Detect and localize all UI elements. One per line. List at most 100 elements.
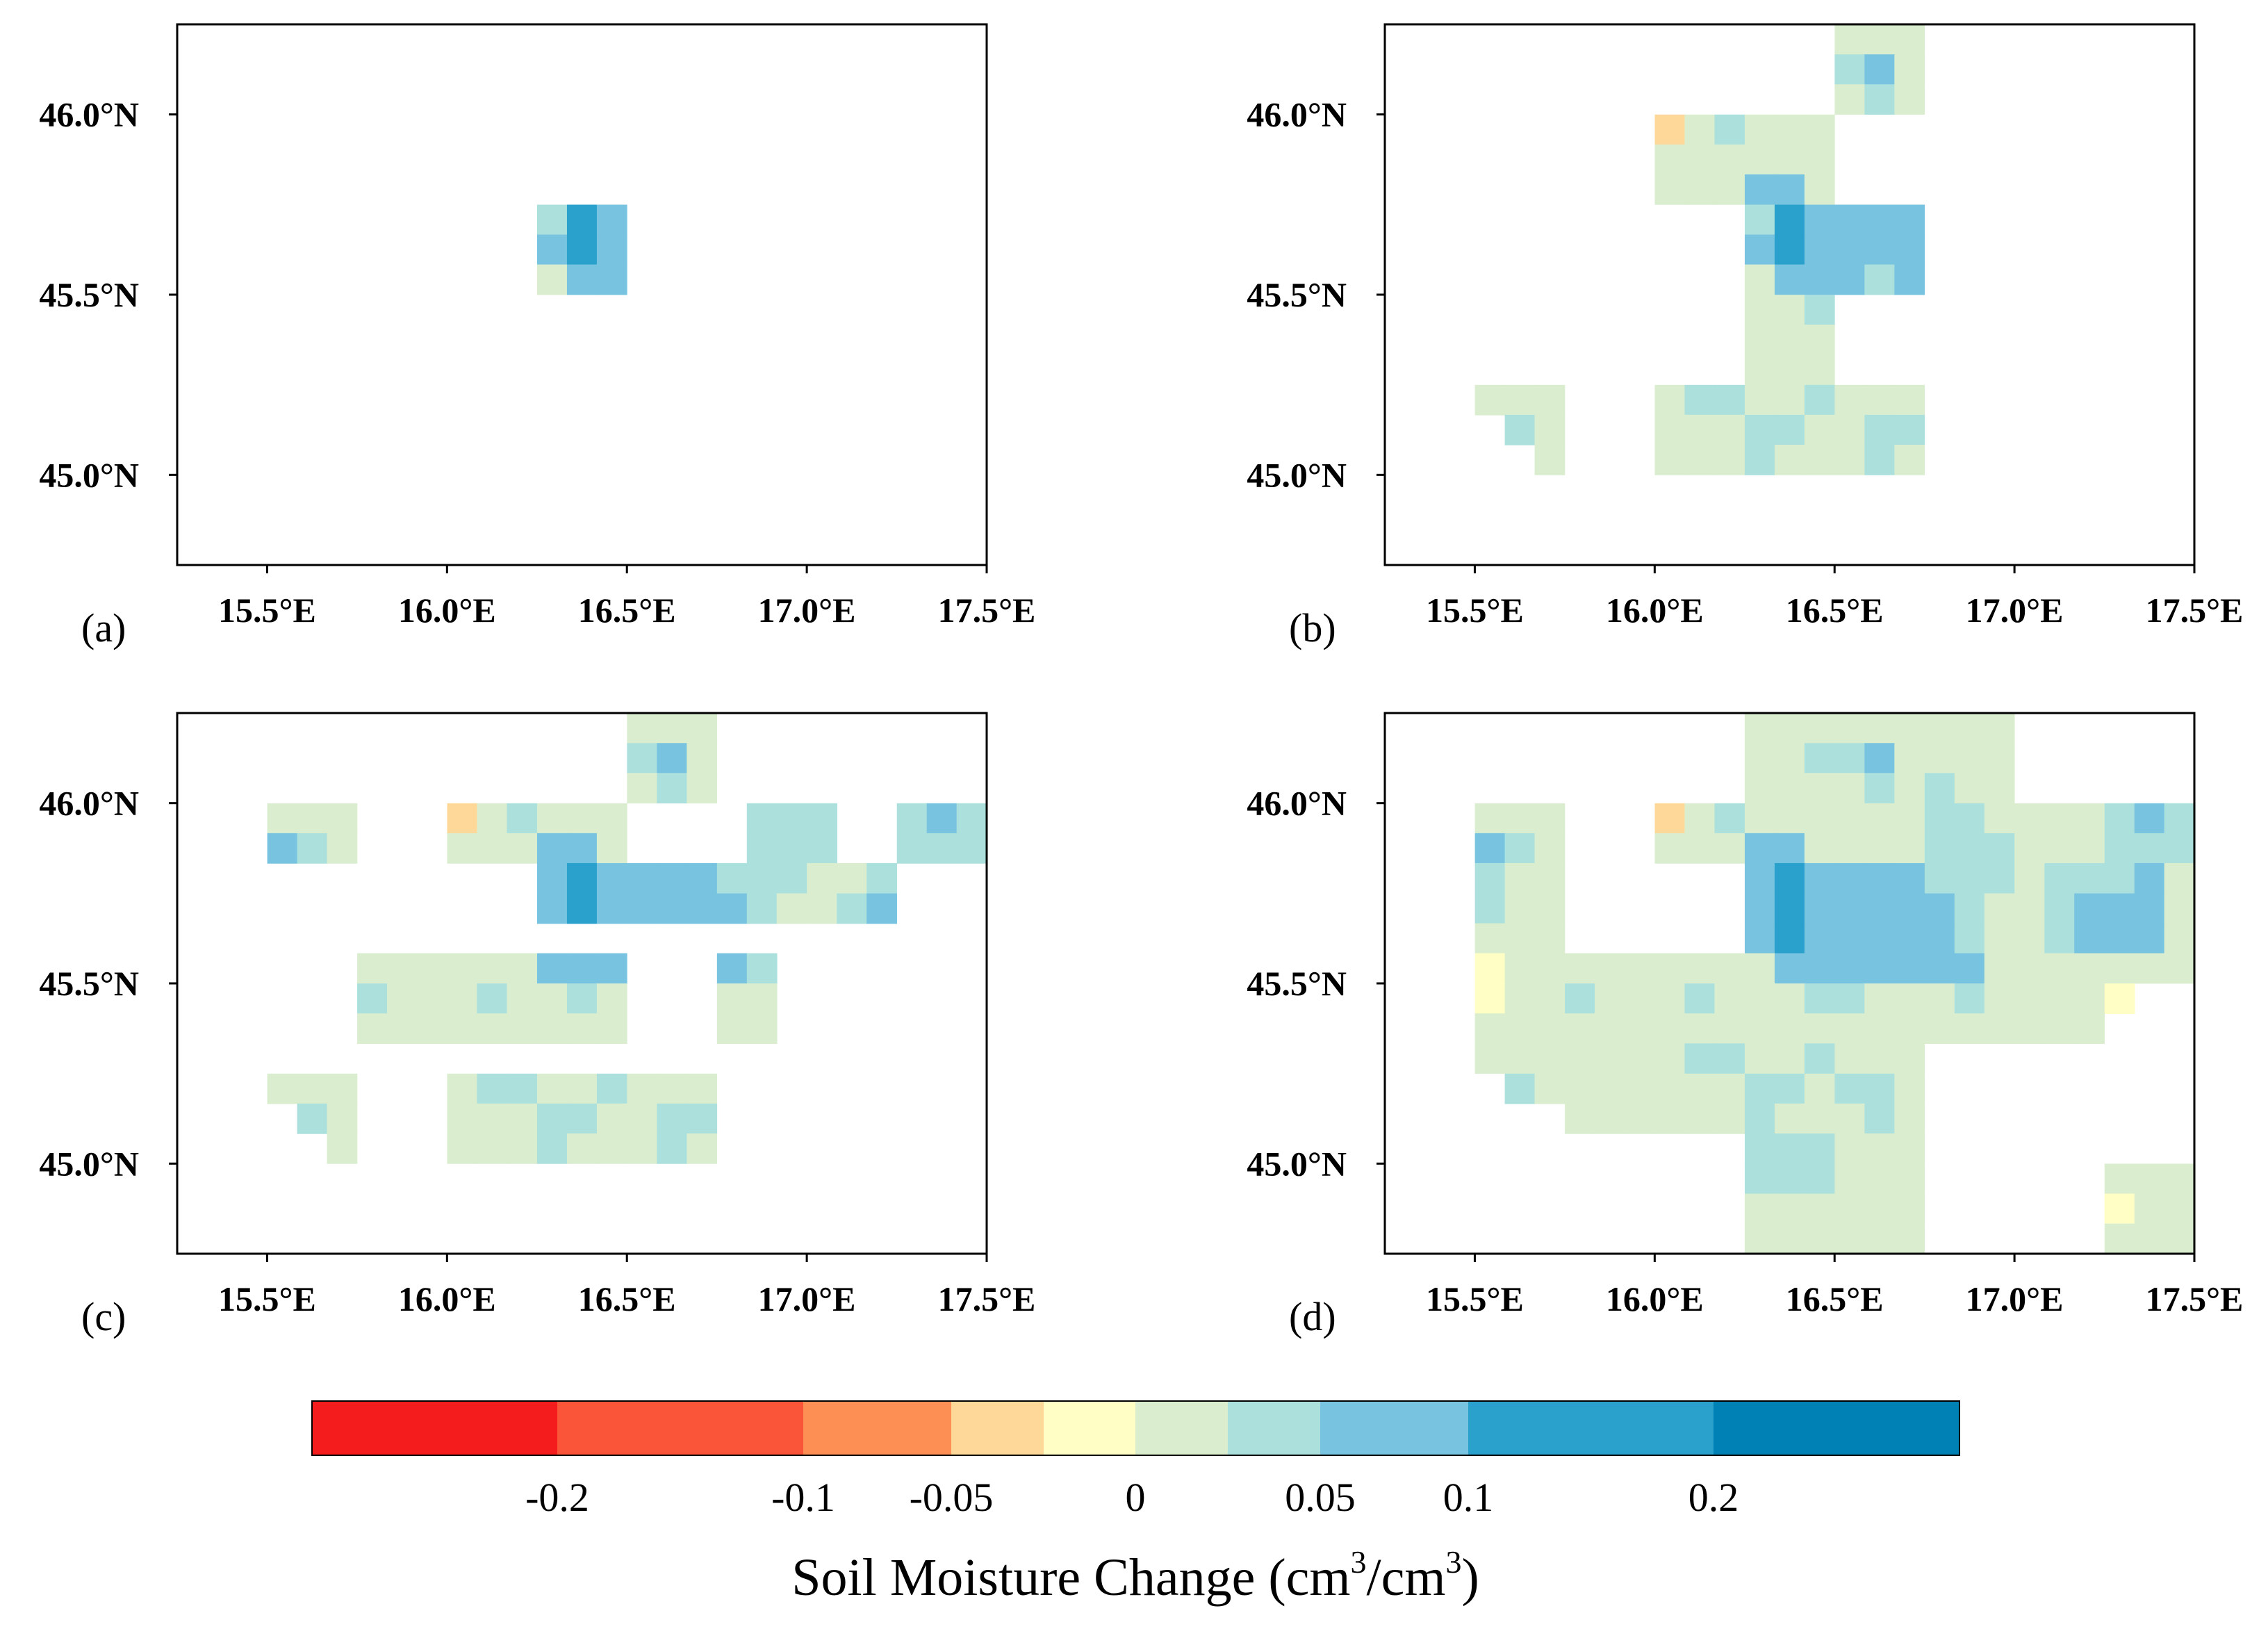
grid-cell	[1474, 1013, 1506, 1045]
grid-cell	[1744, 384, 1775, 416]
grid-cell	[1474, 983, 1506, 1014]
grid-cell	[627, 773, 658, 804]
grid-cell	[1684, 144, 1716, 175]
grid-cell	[447, 1133, 478, 1164]
grid-cell	[1804, 1013, 1835, 1045]
grid-cell	[1924, 953, 1955, 984]
grid-cell	[1804, 1223, 1835, 1254]
grid-cell	[1894, 1103, 1925, 1134]
grid-cell	[1924, 983, 1955, 1014]
grid-cell	[1804, 1043, 1835, 1074]
colorbar-bin	[312, 1401, 558, 1455]
grid-cell	[627, 1103, 658, 1134]
grid-cell	[596, 983, 627, 1014]
grid-cell	[1714, 114, 1745, 145]
grid-cell	[776, 893, 807, 924]
grid-cell	[687, 862, 718, 894]
grid-cell	[1504, 893, 1536, 924]
grid-cell	[1894, 1133, 1925, 1164]
grid-cell	[687, 1073, 718, 1104]
grid-cell	[1474, 893, 1506, 924]
grid-cell	[1954, 923, 1985, 954]
grid-cell	[1534, 1073, 1566, 1104]
grid-cell	[1744, 114, 1775, 145]
grid-cell	[596, 1103, 627, 1134]
grid-cell	[1534, 1043, 1566, 1074]
grid-cell	[447, 803, 478, 834]
grid-cell	[1924, 713, 1955, 744]
colorbar-frame	[311, 1400, 1960, 1456]
grid-cell	[1595, 1073, 1625, 1104]
grid-cell	[1744, 713, 1775, 744]
grid-cell	[1744, 1013, 1775, 1045]
colorbar-bin	[803, 1401, 952, 1455]
grid-cell	[2074, 983, 2105, 1014]
grid-cell	[1744, 983, 1775, 1014]
grid-cell	[1684, 384, 1716, 416]
grid-cell	[1654, 144, 1686, 175]
grid-cell	[566, 833, 598, 864]
grid-cell	[1654, 803, 1686, 834]
grid-cell	[1504, 1073, 1536, 1104]
x-tick-label: 17.0°E	[758, 1279, 856, 1318]
grid-cell	[1834, 773, 1866, 804]
grid-cell	[1804, 204, 1835, 236]
grid-cell	[327, 1103, 358, 1134]
grid-cell	[1474, 384, 1506, 416]
grid-cell	[1565, 1043, 1595, 1074]
x-tick-label: 17.5°E	[938, 591, 1036, 630]
grid-cell	[477, 833, 508, 864]
x-tick-label: 16.5°E	[578, 591, 676, 630]
grid-cell	[2104, 983, 2135, 1014]
grid-cell	[1774, 295, 1805, 325]
grid-cell	[1714, 1103, 1745, 1134]
grid-cell	[1984, 953, 2015, 984]
grid-cell	[1834, 862, 1866, 894]
grid-cell	[566, 983, 598, 1014]
grid-cell	[1894, 84, 1925, 115]
grid-cell	[1504, 862, 1536, 894]
grid-cell	[1864, 84, 1896, 115]
grid-cell	[1714, 144, 1745, 175]
grid-cell	[1774, 384, 1805, 416]
grid-cell	[1894, 923, 1925, 954]
colorbar-tick-label: -0.05	[910, 1475, 994, 1520]
x-tick-label: 15.5°E	[1426, 1279, 1524, 1318]
grid-cell	[357, 1013, 388, 1045]
grid-cell	[1954, 893, 1985, 924]
grid-cell	[596, 234, 627, 265]
colorbar-bin	[951, 1401, 1044, 1455]
grid-cell	[1894, 743, 1925, 774]
grid-cell	[1954, 803, 1985, 834]
grid-cell	[1654, 444, 1686, 475]
grid-cell	[447, 833, 478, 864]
grid-cell	[687, 893, 718, 924]
grid-cell	[1864, 1133, 1896, 1164]
grid-cell	[866, 893, 897, 924]
grid-cell	[1684, 833, 1716, 864]
grid-cell	[507, 983, 538, 1014]
colorbar-bin	[1135, 1401, 1228, 1455]
grid-cell	[1774, 325, 1805, 356]
grid-cell	[417, 983, 447, 1014]
grid-cell	[1804, 114, 1835, 145]
grid-cell	[447, 1073, 478, 1104]
grid-cell	[807, 833, 838, 864]
grid-cell	[657, 713, 688, 744]
grid-cell	[1744, 1223, 1775, 1254]
grid-cell	[1804, 803, 1835, 834]
grid-cell	[1894, 1223, 1925, 1254]
grid-cell	[1864, 1163, 1896, 1195]
grid-cell	[2074, 953, 2105, 984]
grid-cell	[1774, 1133, 1805, 1164]
grid-cell	[1864, 743, 1896, 774]
grid-cell	[1714, 444, 1745, 475]
grid-cell	[1474, 862, 1506, 894]
grid-cell	[1714, 1073, 1745, 1104]
grid-cell	[1804, 325, 1835, 356]
grid-cell	[1744, 743, 1775, 774]
grid-cell	[507, 1133, 538, 1164]
grid-cell	[1744, 1193, 1775, 1225]
grid-cell	[1834, 803, 1866, 834]
grid-cell	[746, 983, 778, 1014]
